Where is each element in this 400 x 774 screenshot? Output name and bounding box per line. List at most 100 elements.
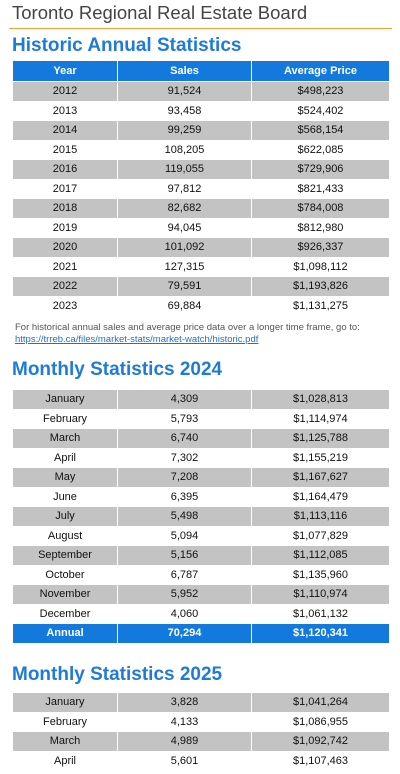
cell-average-price: $784,008 bbox=[251, 198, 390, 219]
cell-sales: 97,812 bbox=[117, 178, 252, 199]
cell-label: February bbox=[12, 711, 118, 732]
table-row: September 5,156 $1,112,085 bbox=[12, 545, 390, 566]
cell-average-price: $1,092,742 bbox=[251, 731, 390, 752]
table-row: February 4,133 $1,086,955 bbox=[12, 711, 390, 732]
cell-average-price: $729,906 bbox=[251, 159, 390, 180]
monthly-2025-table-body: January 3,828 $1,041,264 February 4,133 $1,08… bbox=[12, 692, 390, 771]
cell-average-price: $1,135,960 bbox=[251, 564, 390, 585]
cell-label: January bbox=[12, 692, 118, 713]
cell-average-price: $622,085 bbox=[251, 139, 390, 160]
cell-label: 2018 bbox=[12, 198, 118, 219]
table-row: January 4,309 $1,028,813 bbox=[12, 389, 390, 410]
total-cell-sales: 70,294 bbox=[117, 623, 252, 644]
cell-average-price: $1,131,275 bbox=[251, 295, 390, 316]
cell-label: April bbox=[12, 750, 118, 771]
cell-average-price: $1,164,479 bbox=[251, 486, 390, 507]
table-row: November 5,952 $1,110,974 bbox=[12, 584, 390, 605]
total-cell-label: Annual bbox=[12, 623, 118, 644]
historic-table-body: 2012 91,524 $498,223 2013 93,458 $524,402 2014… bbox=[12, 81, 390, 316]
cell-label: September bbox=[12, 545, 118, 566]
cell-sales: 127,315 bbox=[117, 256, 252, 277]
table-row: March 4,989 $1,092,742 bbox=[12, 731, 390, 752]
cell-label: 2016 bbox=[12, 159, 118, 180]
cell-sales: 119,055 bbox=[117, 159, 252, 180]
table-row: 2022 79,591 $1,193,826 bbox=[12, 276, 390, 297]
cell-label: June bbox=[12, 486, 118, 507]
cell-sales: 3,828 bbox=[117, 692, 252, 713]
cell-sales: 5,952 bbox=[117, 584, 252, 605]
cell-sales: 82,682 bbox=[117, 198, 252, 219]
column-header-year: Year bbox=[12, 60, 118, 82]
monthly-2025-section-title: Monthly Statistics 2025 bbox=[12, 664, 223, 685]
cell-label: October bbox=[12, 564, 118, 585]
cell-sales: 7,208 bbox=[117, 467, 252, 488]
cell-sales: 5,498 bbox=[117, 506, 252, 527]
cell-average-price: $498,223 bbox=[251, 81, 390, 102]
cell-sales: 7,302 bbox=[117, 447, 252, 468]
historic-section-title: Historic Annual Statistics bbox=[12, 35, 242, 56]
table-row: February 5,793 $1,114,974 bbox=[12, 408, 390, 429]
cell-average-price: $1,107,463 bbox=[251, 750, 390, 771]
table-row: 2020 101,092 $926,337 bbox=[12, 237, 390, 258]
cell-label: August bbox=[12, 525, 118, 546]
table-row: April 7,302 $1,155,219 bbox=[12, 447, 390, 468]
cell-sales: 6,787 bbox=[117, 564, 252, 585]
column-header-sales: Sales bbox=[117, 60, 252, 82]
table-row: 2021 127,315 $1,098,112 bbox=[12, 256, 390, 277]
cell-sales: 4,989 bbox=[117, 731, 252, 752]
cell-label: 2020 bbox=[12, 237, 118, 258]
cell-label: 2012 bbox=[12, 81, 118, 102]
cell-label: 2019 bbox=[12, 217, 118, 238]
table-row: July 5,498 $1,113,116 bbox=[12, 506, 390, 527]
cell-label: 2023 bbox=[12, 295, 118, 316]
cell-average-price: $821,433 bbox=[251, 178, 390, 199]
cell-label: May bbox=[12, 467, 118, 488]
monthly-2024-table: January 4,309 $1,028,813 February 5,793 $1,11… bbox=[12, 389, 390, 644]
cell-average-price: $1,041,264 bbox=[251, 692, 390, 713]
historic-data-link[interactable]: https://trreb.ca/files/market-stats/mark… bbox=[15, 334, 259, 345]
table-row: 2019 94,045 $812,980 bbox=[12, 217, 390, 238]
cell-sales: 108,205 bbox=[117, 139, 252, 160]
cell-average-price: $812,980 bbox=[251, 217, 390, 238]
cell-sales: 5,793 bbox=[117, 408, 252, 429]
table-row: 2023 69,884 $1,131,275 bbox=[12, 295, 390, 316]
historic-note-text: For historical annual sales and average … bbox=[15, 322, 360, 333]
table-row: June 6,395 $1,164,479 bbox=[12, 486, 390, 507]
cell-sales: 6,740 bbox=[117, 428, 252, 449]
cell-sales: 4,133 bbox=[117, 711, 252, 732]
cell-sales: 91,524 bbox=[117, 81, 252, 102]
historic-table: Year Sales Average Price 2012 91,524 $498,… bbox=[12, 60, 390, 316]
table-row: 2017 97,812 $821,433 bbox=[12, 178, 390, 199]
table-row: 2012 91,524 $498,223 bbox=[12, 81, 390, 102]
total-cell-average-price: $1,120,341 bbox=[251, 623, 390, 644]
cell-sales: 79,591 bbox=[117, 276, 252, 297]
cell-average-price: $1,113,116 bbox=[251, 506, 390, 527]
annual-total-row: Annual 70,294 $1,120,341 bbox=[12, 623, 390, 644]
cell-label: January bbox=[12, 389, 118, 410]
cell-label: 2015 bbox=[12, 139, 118, 160]
cell-sales: 69,884 bbox=[117, 295, 252, 316]
column-header-average-price: Average Price bbox=[251, 60, 390, 82]
cell-label: November bbox=[12, 584, 118, 605]
cell-average-price: $1,110,974 bbox=[251, 584, 390, 605]
cell-average-price: $1,193,826 bbox=[251, 276, 390, 297]
cell-label: March bbox=[12, 731, 118, 752]
cell-sales: 93,458 bbox=[117, 100, 252, 121]
cell-label: 2014 bbox=[12, 120, 118, 141]
table-header-row: Year Sales Average Price bbox=[12, 60, 390, 82]
monthly-2024-table-body: January 4,309 $1,028,813 February 5,793 $1,11… bbox=[12, 389, 390, 644]
cell-sales: 4,309 bbox=[117, 389, 252, 410]
cell-label: July bbox=[12, 506, 118, 527]
cell-average-price: $1,125,788 bbox=[251, 428, 390, 449]
table-row: 2015 108,205 $622,085 bbox=[12, 139, 390, 160]
cell-sales: 4,060 bbox=[117, 603, 252, 624]
cell-label: 2022 bbox=[12, 276, 118, 297]
table-row: 2014 99,259 $568,154 bbox=[12, 120, 390, 141]
table-row: October 6,787 $1,135,960 bbox=[12, 564, 390, 585]
cell-sales: 5,156 bbox=[117, 545, 252, 566]
cell-label: February bbox=[12, 408, 118, 429]
cell-average-price: $568,154 bbox=[251, 120, 390, 141]
table-row: December 4,060 $1,061,132 bbox=[12, 603, 390, 624]
cell-sales: 94,045 bbox=[117, 217, 252, 238]
